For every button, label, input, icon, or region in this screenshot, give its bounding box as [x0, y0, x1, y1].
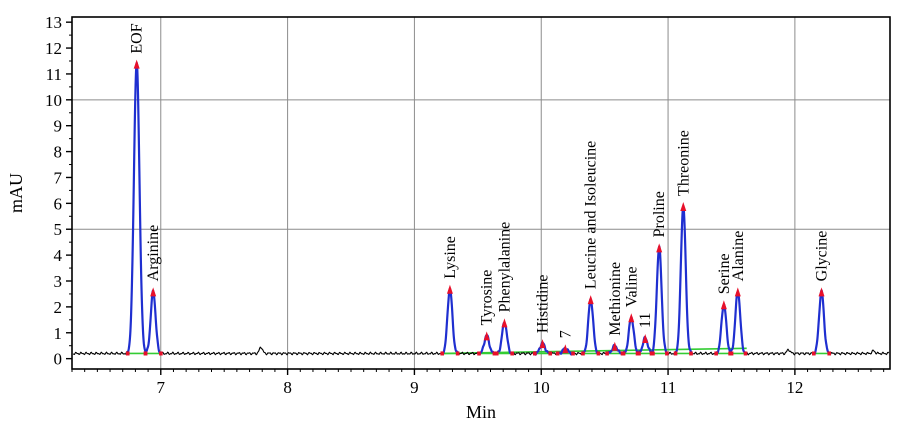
peak-apex-marker — [734, 287, 741, 297]
peak-label: Tyrosine — [479, 270, 496, 326]
peak-boundary-marker — [494, 351, 499, 356]
peak-boundary-marker — [125, 351, 130, 356]
peak-marker-layer — [125, 59, 832, 356]
peak-boundary-marker — [571, 351, 575, 356]
x-tick-label: 8 — [283, 378, 292, 397]
y-axis-title: mAU — [6, 173, 26, 213]
peak-label: EOF — [129, 23, 146, 53]
y-tick-label: 0 — [54, 350, 63, 369]
peak-boundary-marker — [673, 351, 678, 356]
y-tick-label: 12 — [45, 39, 62, 58]
peak-boundary-marker — [555, 351, 560, 356]
grid-lines — [72, 17, 890, 369]
peak-boundary-marker — [477, 351, 481, 356]
peak-boundary-marker — [581, 351, 585, 356]
peak-apex-marker — [446, 284, 453, 294]
peak-label: Phenylalanine — [496, 222, 513, 313]
peak-boundary-marker — [621, 351, 626, 356]
peak-boundary-marker — [649, 351, 654, 356]
peak-label: Serine — [716, 253, 733, 294]
peak-apex-marker — [611, 341, 618, 351]
peak-fit — [675, 203, 693, 353]
peak-apex-marker — [562, 344, 569, 354]
peak-apex-marker — [133, 59, 140, 69]
peak-apex-marker — [656, 243, 663, 253]
peak-boundary-marker — [159, 351, 163, 356]
peak-label: 7 — [557, 330, 574, 338]
y-tick-label: 3 — [54, 272, 63, 291]
peak-boundary-marker — [812, 351, 816, 356]
peak-boundary-marker — [605, 351, 609, 356]
peak-fit — [144, 289, 162, 355]
x-axis-title: Min — [466, 402, 496, 422]
peak-apex-marker — [150, 287, 157, 297]
peak-boundary-marker — [492, 351, 497, 356]
peak-boundary-marker — [728, 351, 732, 356]
peak-boundary-marker — [689, 351, 693, 356]
peak-label: 11 — [637, 313, 654, 328]
peak-label: Methionine — [607, 262, 624, 336]
peak-boundary-marker — [635, 351, 640, 356]
peak-fit — [496, 321, 513, 355]
peak-fit — [729, 290, 747, 355]
y-tick-label: 1 — [54, 324, 63, 343]
peak-apex-marker — [680, 201, 687, 211]
peak-label: Arginine — [145, 225, 162, 282]
x-tick-label: 9 — [410, 378, 419, 397]
peak-apex-marker — [818, 287, 825, 297]
x-tick-label: 7 — [157, 378, 166, 397]
plot-frame — [71, 16, 891, 370]
y-tick-label: 2 — [54, 298, 63, 317]
peak-boundary-marker — [827, 351, 832, 356]
peak-apex-marker — [587, 295, 594, 305]
peak-label: Lysine — [442, 236, 459, 279]
x-tick-label: 12 — [786, 378, 803, 397]
peak-boundary-marker — [143, 351, 148, 356]
peak-apex-marker — [501, 318, 508, 328]
peak-fit — [441, 287, 459, 355]
peak-boundary-marker — [548, 351, 553, 356]
y-tick-label: 5 — [54, 220, 63, 239]
y-tick-label: 8 — [54, 143, 63, 162]
x-tick-label: 10 — [533, 378, 550, 397]
peak-label: Valine — [623, 266, 640, 307]
peak-fit — [715, 303, 733, 355]
peak-label: Histidine — [535, 274, 552, 333]
y-tick-label: 13 — [45, 13, 62, 32]
peak-boundary-marker — [510, 351, 514, 356]
y-tick-label: 9 — [54, 117, 63, 136]
y-tick-label: 10 — [45, 91, 62, 110]
y-tick-label: 11 — [46, 65, 62, 84]
peak-apex-marker — [642, 333, 649, 343]
y-tick-label: 6 — [54, 194, 63, 213]
peak-fit — [127, 62, 147, 353]
peak-apex-marker — [720, 300, 727, 310]
peak-label: Threonine — [675, 130, 692, 196]
peak-label: Leucine and Isoleucine — [583, 141, 600, 289]
y-tick-label: 4 — [54, 246, 63, 265]
peak-boundary-marker — [714, 351, 718, 356]
peak-fit — [812, 288, 831, 355]
peak-apex-marker — [628, 313, 635, 323]
peak-boundary-marker — [665, 351, 669, 356]
peak-boundary-marker — [743, 351, 748, 356]
peak-label: Proline — [651, 191, 668, 237]
peak-boundary-marker — [532, 351, 537, 356]
peak-label: Glycine — [814, 231, 831, 282]
peak-apex-marker — [483, 331, 490, 341]
y-tick-label: 7 — [54, 168, 63, 187]
peak-apex-marker — [539, 339, 546, 349]
peak-fit — [650, 245, 668, 355]
peak-boundary-marker — [596, 351, 601, 356]
peak-boundary-marker — [440, 351, 445, 356]
peak-fit — [582, 297, 599, 355]
peak-label: Alanine — [730, 231, 747, 282]
peak-labels: EOF Arginine Lysine Tyrosine Phenylalanine Hi… — [129, 23, 831, 338]
peak-boundary-marker — [455, 351, 460, 356]
x-tick-label: 11 — [660, 378, 676, 397]
